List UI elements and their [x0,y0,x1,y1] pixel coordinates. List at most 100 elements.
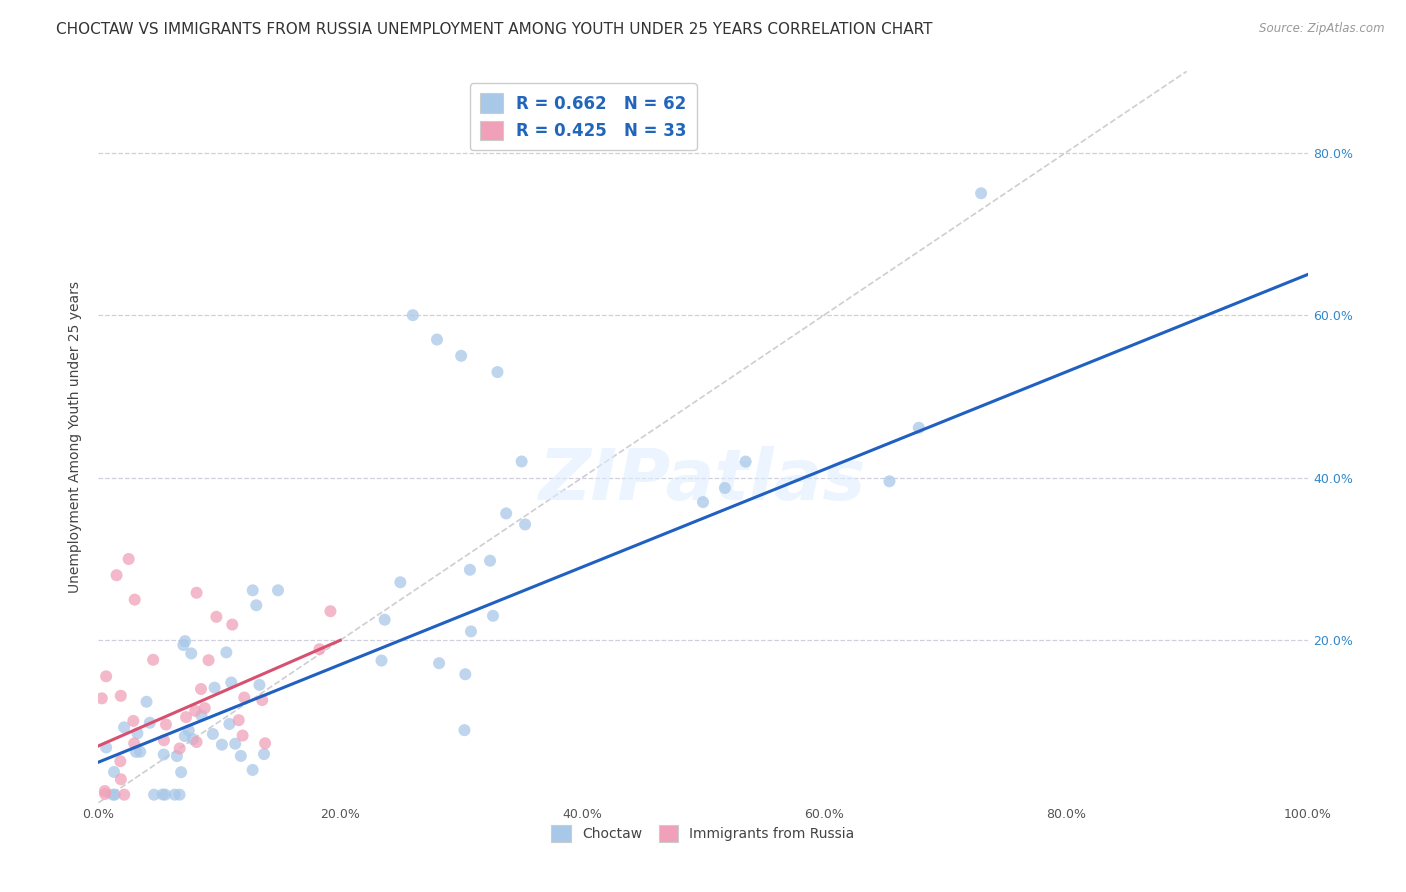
Point [184,704,207,718]
Point [94,669,117,683]
Point [129,745,152,759]
Point [308,642,330,657]
Point [105,568,128,582]
Point [714,481,737,495]
Point [122,736,145,750]
Point [174,710,197,724]
Point [232,729,254,743]
Point [166,749,188,764]
Point [482,608,505,623]
Point [454,667,477,681]
Point [112,788,135,802]
Point [190,708,212,723]
Point [118,552,141,566]
Point [169,788,191,802]
Point [103,764,125,779]
Point [510,454,533,468]
Point [215,645,238,659]
Point [460,624,482,639]
Point [267,583,290,598]
Point [172,638,194,652]
Point [513,517,536,532]
Point [458,563,481,577]
Point [908,421,931,435]
Point [122,714,145,728]
Point [219,675,242,690]
Point [174,634,197,648]
Point [173,729,195,743]
Point [427,656,450,670]
Point [249,678,271,692]
Point [110,772,132,787]
Text: Source: ZipAtlas.com: Source: ZipAtlas.com [1260,22,1385,36]
Point [112,720,135,734]
Point [201,727,224,741]
Point [197,653,219,667]
Point [142,653,165,667]
Text: ZIPatlas: ZIPatlas [540,447,866,516]
Point [153,733,176,747]
Point [221,617,243,632]
Point [153,788,176,802]
Point [127,726,149,740]
Point [218,717,240,731]
Y-axis label: Unemployment Among Youth under 25 years: Unemployment Among Youth under 25 years [67,281,82,593]
Point [190,681,212,696]
Point [152,747,174,762]
Point [370,654,392,668]
Point [139,715,162,730]
Point [242,763,264,777]
Point [250,693,273,707]
Point [194,701,217,715]
Point [155,717,177,731]
Point [143,788,166,802]
Point [245,599,267,613]
Point [879,475,901,489]
Point [110,754,132,768]
Point [163,788,186,802]
Point [96,740,118,755]
Point [254,736,277,750]
Point [124,592,146,607]
Point [389,575,412,590]
Point [450,349,472,363]
Point [253,747,276,761]
Point [186,586,208,600]
Point [135,695,157,709]
Point [204,681,226,695]
Point [169,741,191,756]
Point [242,583,264,598]
Point [152,788,174,802]
Point [426,333,449,347]
Point [374,613,396,627]
Point [170,765,193,780]
Point [402,308,425,322]
Point [224,737,246,751]
Point [94,784,117,798]
Point [229,748,252,763]
Point [211,738,233,752]
Point [228,713,250,727]
Point [734,454,756,468]
Point [205,609,228,624]
Point [181,732,204,747]
Point [495,507,517,521]
Legend: Choctaw, Immigrants from Russia: Choctaw, Immigrants from Russia [546,820,860,847]
Point [186,735,208,749]
Point [486,365,509,379]
Point [90,691,112,706]
Point [692,495,714,509]
Point [104,788,127,802]
Point [94,787,117,801]
Point [125,745,148,759]
Text: CHOCTAW VS IMMIGRANTS FROM RUSSIA UNEMPLOYMENT AMONG YOUTH UNDER 25 YEARS CORREL: CHOCTAW VS IMMIGRANTS FROM RUSSIA UNEMPL… [56,22,932,37]
Point [110,689,132,703]
Point [479,554,502,568]
Point [970,186,993,201]
Point [233,690,256,705]
Point [453,723,475,738]
Point [319,604,342,618]
Point [101,788,124,802]
Point [177,723,200,738]
Point [180,647,202,661]
